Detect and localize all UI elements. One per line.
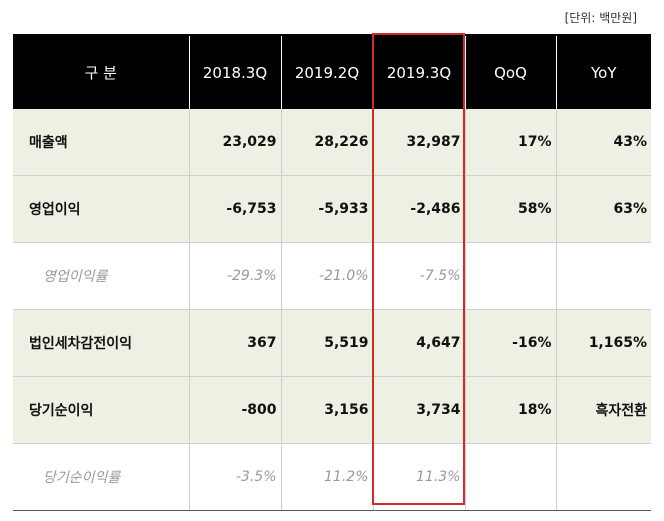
cell: 43% xyxy=(556,109,651,176)
financial-table: 구 분 2018.3Q 2019.2Q 2019.3Q QoQ YoY 매출액 … xyxy=(13,34,651,511)
header-yoy: YoY xyxy=(556,34,651,109)
cell xyxy=(465,443,557,511)
cell: 4,647 xyxy=(373,309,466,377)
unit-label: [단위: 백만원] xyxy=(564,11,637,25)
cell: -800 xyxy=(189,376,282,444)
row-label: 매출액 xyxy=(13,109,190,176)
cell: 5,519 xyxy=(281,309,374,377)
cell: 367 xyxy=(189,309,282,377)
row-label: 당기순이익 xyxy=(13,376,190,444)
header-qoq: QoQ xyxy=(465,34,557,109)
cell: 58% xyxy=(465,175,557,243)
cell: -29.3% xyxy=(189,242,282,310)
table-row-net-income: 당기순이익 -800 3,156 3,734 18% 흑자전환 xyxy=(13,376,651,444)
cell xyxy=(556,443,651,511)
cell: -7.5% xyxy=(373,242,466,310)
cell: -3.5% xyxy=(189,443,282,511)
cell: -2,486 xyxy=(373,175,466,243)
header-2019-3q: 2019.3Q xyxy=(373,34,466,109)
cell: 32,987 xyxy=(373,109,466,176)
cell: -5,933 xyxy=(281,175,374,243)
cell: 11.2% xyxy=(281,443,374,511)
cell: -6,753 xyxy=(189,175,282,243)
cell: -16% xyxy=(465,309,557,377)
cell: 23,029 xyxy=(189,109,282,176)
cell: 1,165% xyxy=(556,309,651,377)
header-2019-2q: 2019.2Q xyxy=(281,34,374,109)
cell: 17% xyxy=(465,109,557,176)
cell: 63% xyxy=(556,175,651,243)
cell: 28,226 xyxy=(281,109,374,176)
table-row-pretax-income: 법인세차감전이익 367 5,519 4,647 -16% 1,165% xyxy=(13,309,651,377)
row-label: 법인세차감전이익 xyxy=(13,309,190,377)
header-row: 구 분 2018.3Q 2019.2Q 2019.3Q QoQ YoY xyxy=(13,34,651,109)
table-row-net-margin: 당기순이익률 -3.5% 11.2% 11.3% xyxy=(13,443,651,511)
cell xyxy=(556,242,651,310)
row-label: 당기순이익률 xyxy=(13,443,190,511)
row-label: 영업이익 xyxy=(13,175,190,243)
table-row-operating-margin: 영업이익률 -29.3% -21.0% -7.5% xyxy=(13,242,651,310)
cell: 11.3% xyxy=(373,443,466,511)
cell: 흑자전환 xyxy=(556,376,651,444)
row-label: 영업이익률 xyxy=(13,242,190,310)
cell: -21.0% xyxy=(281,242,374,310)
cell: 18% xyxy=(465,376,557,444)
cell: 3,156 xyxy=(281,376,374,444)
cell: 3,734 xyxy=(373,376,466,444)
table-row-revenue: 매출액 23,029 28,226 32,987 17% 43% xyxy=(13,109,651,176)
table-row-operating-profit: 영업이익 -6,753 -5,933 -2,486 58% 63% xyxy=(13,175,651,243)
header-category: 구 분 xyxy=(13,34,190,109)
header-2018-3q: 2018.3Q xyxy=(189,34,282,109)
cell xyxy=(465,242,557,310)
